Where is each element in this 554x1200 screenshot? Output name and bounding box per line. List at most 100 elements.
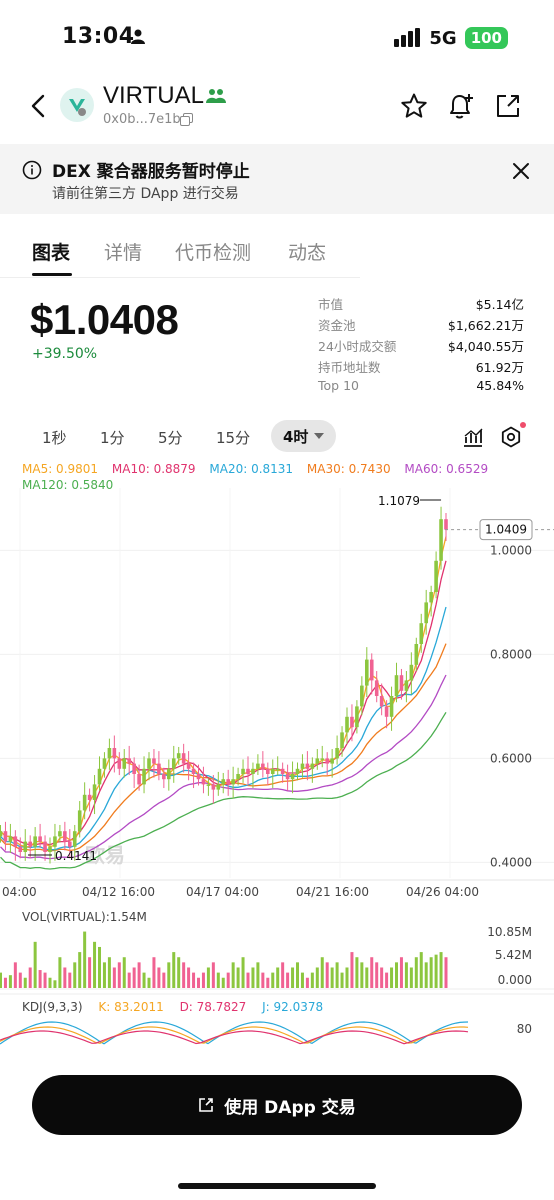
candle-body — [53, 836, 57, 847]
interval-1m[interactable]: 1分 — [100, 429, 125, 447]
ma-legend-row-1: MA5: 0.9801 MA10: 0.8879 MA20: 0.8131 MA… — [22, 462, 498, 476]
community-icon — [206, 89, 226, 103]
volume-bar — [231, 962, 235, 988]
y-tick-label: 0.6000 — [490, 751, 532, 765]
candle-body — [350, 716, 354, 728]
use-dapp-trade-button[interactable]: 使用 DApp 交易 — [32, 1075, 522, 1135]
volume-bar — [142, 972, 146, 988]
share-icon — [497, 95, 519, 117]
candle-body — [310, 763, 315, 769]
x-tick-label: 04/21 16:00 — [296, 885, 369, 899]
bell-plus-icon — [450, 94, 473, 119]
kdj-tick-label: 80 — [517, 1022, 532, 1036]
candle-body — [424, 602, 428, 624]
volume-bar — [68, 972, 72, 988]
volume-bar — [444, 957, 448, 988]
kdj-k: K: 83.2011 — [98, 1000, 164, 1014]
volume-bar — [419, 952, 423, 988]
indicator-icon[interactable] — [462, 426, 484, 448]
volume-bar — [424, 962, 428, 988]
volume-bar — [340, 972, 344, 988]
candle-body — [162, 774, 166, 780]
candle-body — [439, 519, 443, 561]
notice-title: DEX 聚合器服务暂时停止 — [52, 162, 250, 182]
volume-bar — [63, 967, 67, 988]
volume-bar — [201, 972, 205, 988]
candle-body — [92, 784, 97, 800]
token-logo — [60, 88, 94, 122]
ma10-label: MA10: 0.8879 — [111, 462, 196, 476]
x-tick-label: 04/26 04:00 — [406, 885, 479, 899]
volume-bar — [281, 962, 285, 988]
tab-token-check[interactable]: 代币检测 — [175, 242, 252, 264]
candle-body — [18, 846, 23, 852]
volume-bar — [429, 957, 433, 988]
status-time: 13:04 — [62, 24, 135, 49]
share-button[interactable] — [492, 90, 524, 122]
candle-body — [97, 768, 102, 785]
price-chart[interactable]: 1.0000 0.8000 0.6000 0.4000 欧易 1.1079 0.4141 1.… — [0, 488, 554, 1048]
favorite-button[interactable] — [398, 90, 430, 122]
volume-bar — [28, 967, 32, 988]
candle-body — [186, 763, 191, 769]
gear-icon[interactable] — [500, 426, 522, 448]
price-change: +39.50% — [32, 346, 98, 362]
candle-body — [355, 706, 359, 728]
y-tick-label: 1.0000 — [490, 543, 532, 557]
volume-bar — [8, 975, 12, 988]
price-alert-button[interactable] — [444, 90, 476, 122]
candle-body — [365, 659, 369, 686]
candle-body — [147, 758, 151, 769]
volume-bar — [216, 972, 220, 988]
volume-bar — [48, 977, 52, 988]
volume-bar — [305, 977, 309, 988]
settings-badge-dot — [520, 422, 526, 428]
volume-bar — [187, 967, 191, 988]
candle-body — [374, 680, 379, 696]
notice-subtitle: 请前往第三方 DApp 进行交易 — [52, 186, 239, 202]
stat-label: 资金池 — [318, 318, 356, 333]
tab-details[interactable]: 详情 — [104, 242, 143, 264]
tab-chart[interactable]: 图表 — [32, 242, 71, 264]
stat-value: $5.14亿 — [475, 297, 524, 312]
volume-bar — [182, 962, 186, 988]
tab-underline — [32, 273, 72, 276]
candle-body — [221, 779, 226, 785]
network-label: 5G — [429, 27, 457, 49]
volume-bar — [434, 954, 438, 988]
copy-icon[interactable] — [180, 113, 193, 126]
low-label: 0.4141 — [55, 849, 97, 863]
candle-body — [3, 831, 8, 842]
volume-bar — [360, 962, 364, 988]
close-icon[interactable] — [512, 162, 530, 180]
ma-legend-row-2: MA120: 0.5840 — [22, 478, 123, 492]
token-address: 0x0b...7e1b — [103, 112, 181, 127]
interval-15m[interactable]: 15分 — [216, 429, 251, 447]
interval-5m[interactable]: 5分 — [158, 429, 183, 447]
interval-4h-label: 4时 — [283, 427, 309, 446]
stat-value: 61.92万 — [475, 360, 524, 375]
back-button[interactable] — [24, 90, 52, 122]
interval-4h[interactable]: 4时 — [271, 420, 337, 452]
volume-bar — [236, 967, 240, 988]
battery-badge: 100 — [464, 27, 508, 49]
candle-body — [256, 763, 260, 769]
ma60-label: MA60: 0.6529 — [404, 462, 489, 476]
volume-bar — [0, 972, 2, 988]
candle-body — [384, 706, 389, 717]
volume-bar — [157, 967, 161, 988]
candle-body — [389, 696, 394, 717]
interval-1s[interactable]: 1秒 — [42, 429, 67, 447]
candle-body — [152, 758, 156, 764]
candle-body — [399, 675, 404, 691]
cta-label: 使用 DApp 交易 — [224, 1097, 356, 1118]
candle-body — [270, 768, 275, 774]
candle-body — [13, 836, 18, 847]
volume-bar — [395, 962, 398, 988]
candle-body — [231, 779, 235, 785]
volume-bar — [53, 980, 57, 988]
tab-activity[interactable]: 动态 — [288, 242, 327, 264]
volume-bar — [13, 962, 17, 988]
volume-bar — [147, 977, 151, 988]
interval-selector: 1秒 1分 5分 15分 4时 — [0, 420, 554, 454]
